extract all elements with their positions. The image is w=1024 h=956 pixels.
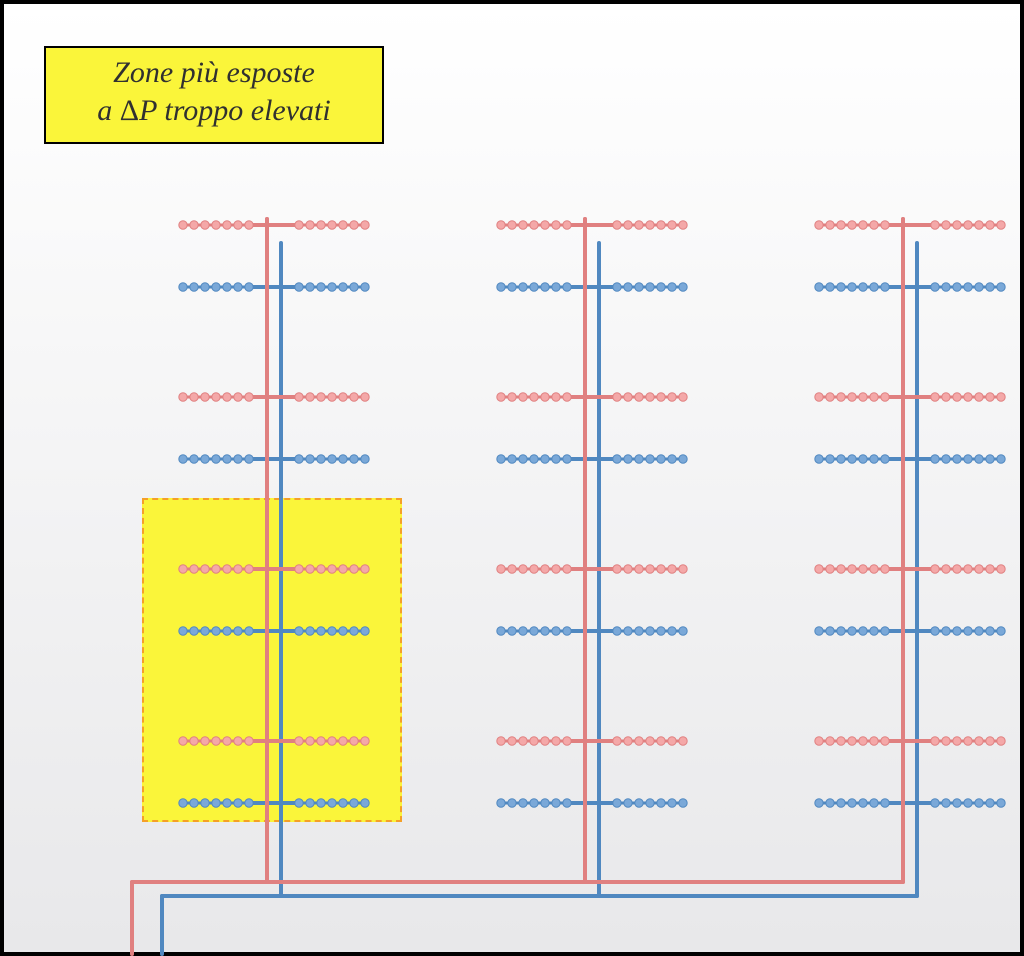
diagram-frame: Zone più esposte a ΔP troppo elevati (0, 0, 1024, 956)
radiator (497, 737, 571, 807)
radiators (179, 221, 1005, 807)
piping-diagram (4, 4, 1024, 956)
radiator (613, 221, 687, 291)
radiator (295, 393, 369, 463)
radiator (295, 565, 369, 635)
radiator (613, 393, 687, 463)
radiator (931, 393, 1005, 463)
radiator (497, 393, 571, 463)
radiator (931, 737, 1005, 807)
radiator (179, 221, 253, 291)
radiator (295, 737, 369, 807)
radiator (815, 737, 889, 807)
radiator (179, 737, 253, 807)
radiator (931, 221, 1005, 291)
radiator (931, 565, 1005, 635)
radiator (497, 565, 571, 635)
radiator (613, 565, 687, 635)
radiator (815, 221, 889, 291)
radiator (815, 393, 889, 463)
radiator (295, 221, 369, 291)
radiator (815, 565, 889, 635)
radiator (179, 565, 253, 635)
radiator (179, 393, 253, 463)
radiator (497, 221, 571, 291)
radiator (613, 737, 687, 807)
